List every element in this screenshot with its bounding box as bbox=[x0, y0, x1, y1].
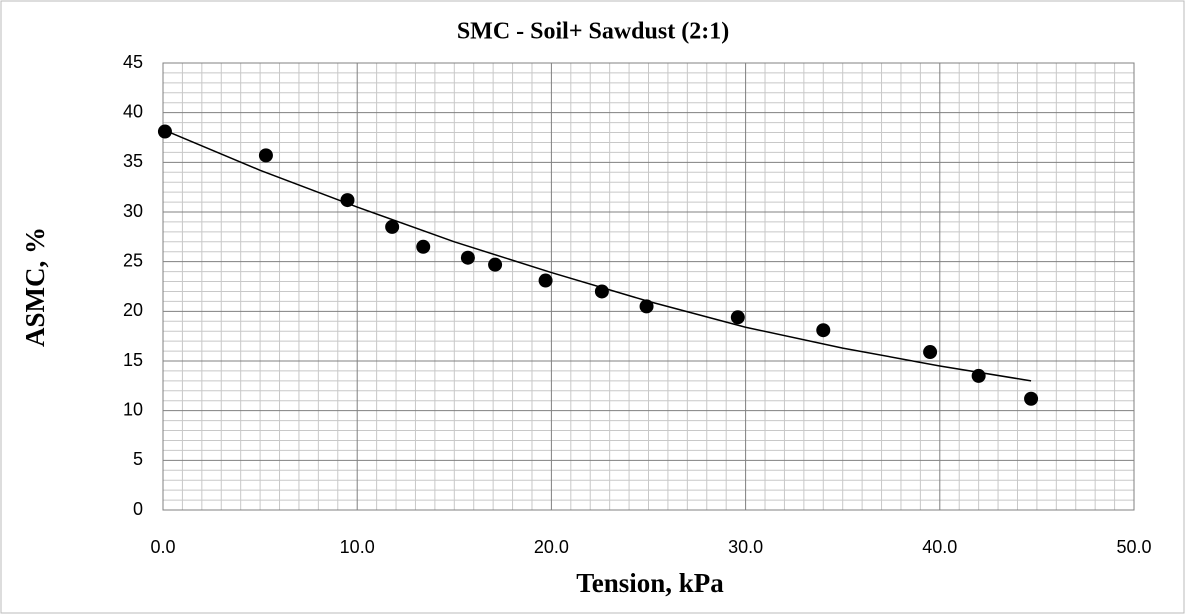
data-point bbox=[488, 257, 503, 272]
y-tick-label: 35 bbox=[123, 151, 143, 171]
x-tick-label: 10.0 bbox=[340, 537, 375, 557]
x-tick-label: 20.0 bbox=[534, 537, 569, 557]
trend-line bbox=[162, 128, 1032, 382]
data-point bbox=[460, 250, 475, 265]
data-point bbox=[157, 124, 172, 139]
y-tick-label: 30 bbox=[123, 201, 143, 221]
y-axis-title: ASMC, % bbox=[20, 227, 50, 347]
y-tick-label: 15 bbox=[123, 350, 143, 370]
data-point bbox=[340, 193, 355, 208]
data-point bbox=[816, 323, 831, 338]
x-tick-label: 0.0 bbox=[150, 537, 175, 557]
data-point bbox=[385, 219, 400, 234]
y-tick-label: 40 bbox=[123, 101, 143, 121]
y-tick-label: 0 bbox=[133, 499, 143, 519]
x-axis-title: Tension, kPa bbox=[576, 568, 724, 598]
data-point bbox=[416, 239, 431, 254]
y-tick-label: 25 bbox=[123, 250, 143, 270]
y-tick-label: 45 bbox=[123, 52, 143, 72]
x-tick-label: 40.0 bbox=[922, 537, 957, 557]
data-point bbox=[258, 148, 273, 163]
y-tick-label: 10 bbox=[123, 399, 143, 419]
x-tick-label: 50.0 bbox=[1116, 537, 1151, 557]
y-tick-label: 5 bbox=[133, 449, 143, 469]
data-point bbox=[639, 299, 654, 314]
x-tick-label: 30.0 bbox=[728, 537, 763, 557]
data-point bbox=[923, 345, 938, 360]
y-tick-label: 20 bbox=[123, 300, 143, 320]
data-point bbox=[538, 273, 553, 288]
chart-title: SMC - Soil+ Sawdust (2:1) bbox=[457, 19, 729, 45]
data-point bbox=[1024, 391, 1039, 406]
data-point bbox=[730, 310, 745, 325]
